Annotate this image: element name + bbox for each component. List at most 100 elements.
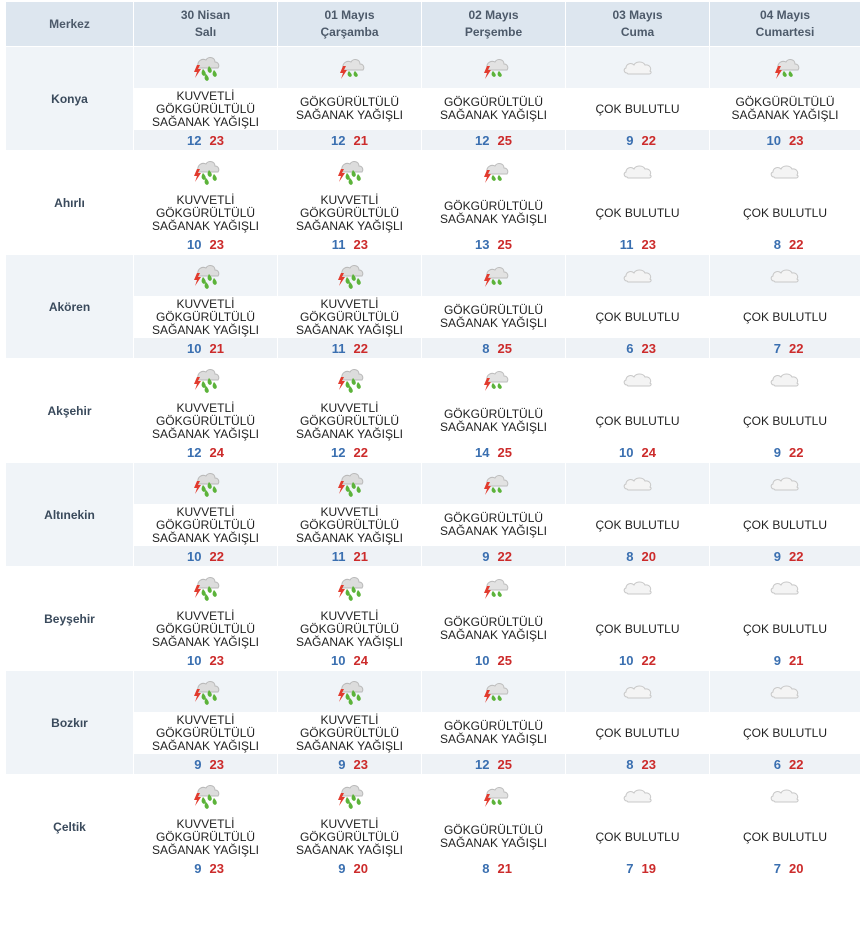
min-temperature: 8 xyxy=(626,548,634,564)
condition-line: SAĞANAK YAĞIŞLI xyxy=(296,426,403,441)
day-weekday: Perşembe xyxy=(464,25,523,39)
temperature-cell: 10 24 xyxy=(277,650,422,671)
thunder-rain-icon xyxy=(421,462,566,504)
condition-text: GÖKGÜRÜLTÜLÜ SAĞANAK YAĞIŞLI xyxy=(421,816,566,858)
temperature-cell: 8 21 xyxy=(421,858,566,879)
min-temperature: 9 xyxy=(773,444,781,460)
max-temperature: 20 xyxy=(789,860,804,876)
min-temperature: 10 xyxy=(187,236,202,252)
city-icon-row: Konya xyxy=(5,46,861,151)
max-temperature: 23 xyxy=(209,652,224,668)
temperature-cell: 10 22 xyxy=(133,546,278,567)
condition-line: ÇOK BULUTLU xyxy=(595,309,680,324)
condition-line: SAĞANAK YAĞIŞLI xyxy=(296,842,403,857)
cloud-icon xyxy=(565,462,710,504)
condition-line: SAĞANAK YAĞIŞLI xyxy=(440,108,547,122)
condition-text: KUVVETLİ GÖKGÜRÜLTÜLÜ SAĞANAK YAĞIŞLI xyxy=(133,608,278,650)
condition-line: GÖKGÜRÜLTÜLÜ xyxy=(155,517,256,532)
condition-line: SAĞANAK YAĞIŞLI xyxy=(296,530,403,545)
min-temperature: 10 xyxy=(766,132,781,148)
condition-text: ÇOK BULUTLU xyxy=(565,816,710,858)
center-label: Merkez xyxy=(49,16,90,31)
max-temperature: 23 xyxy=(209,236,224,252)
condition-line: GÖKGÜRÜLTÜLÜ xyxy=(443,95,544,109)
condition-text: KUVVETLİ GÖKGÜRÜLTÜLÜ SAĞANAK YAĞIŞLI xyxy=(277,608,422,650)
temperature-cell: 14 25 xyxy=(421,442,566,463)
min-temperature: 7 xyxy=(626,860,634,876)
min-temperature: 13 xyxy=(475,236,490,252)
condition-text: KUVVETLİ GÖKGÜRÜLTÜLÜ SAĞANAK YAĞIŞLI xyxy=(133,712,278,754)
condition-line: KUVVETLİ xyxy=(320,400,379,415)
condition-text: ÇOK BULUTLU xyxy=(565,504,710,546)
condition-line: GÖKGÜRÜLTÜLÜ xyxy=(443,823,544,837)
temperature-cell: 9 22 xyxy=(709,546,861,567)
max-temperature: 21 xyxy=(209,340,224,356)
cloud-icon xyxy=(565,150,710,192)
city-temperature-row: 10 21 11 22 8 25 6 23 7 22 xyxy=(6,338,861,359)
condition-line: ÇOK BULUTLU xyxy=(742,413,828,428)
min-temperature: 9 xyxy=(626,132,634,148)
condition-text: ÇOK BULUTLU xyxy=(565,400,710,442)
condition-line: GÖKGÜRÜLTÜLÜ xyxy=(443,511,544,525)
condition-line: ÇOK BULUTLU xyxy=(742,621,828,636)
max-temperature: 22 xyxy=(497,548,512,564)
city-condition-row: KUVVETLİ GÖKGÜRÜLTÜLÜ SAĞANAK YAĞIŞLI GÖKGÜ… xyxy=(6,88,861,130)
condition-line: GÖKGÜRÜLTÜLÜ xyxy=(155,621,256,636)
city-temperature-row: 12 24 12 22 14 25 10 24 9 22 xyxy=(6,442,861,463)
temperature-cell: 11 23 xyxy=(565,234,710,255)
condition-line: GÖKGÜRÜLTÜLÜ xyxy=(299,725,400,740)
temperature-cell: 10 22 xyxy=(565,650,710,671)
condition-line: SAĞANAK YAĞIŞLI xyxy=(296,738,403,753)
temperature-cell: 8 23 xyxy=(565,754,710,775)
min-temperature: 12 xyxy=(475,132,490,148)
max-temperature: 22 xyxy=(789,340,804,356)
day-header: 02 Mayıs Perşembe xyxy=(421,2,566,47)
city-temperature-row: 12 23 12 21 12 25 9 22 10 23 xyxy=(6,130,861,151)
cloud-icon xyxy=(709,774,861,816)
city-name: Çeltik xyxy=(5,774,134,879)
condition-line: SAĞANAK YAĞIŞLI xyxy=(440,732,547,746)
min-temperature: 8 xyxy=(482,340,490,356)
heavy-thunder-rain-icon xyxy=(133,462,278,504)
temperature-cell: 11 21 xyxy=(277,546,422,567)
city-icon-row: Çeltik xyxy=(5,774,861,879)
max-temperature: 25 xyxy=(497,340,512,356)
temperature-cell: 10 21 xyxy=(133,338,278,359)
city-temperature-row: 9 23 9 20 8 21 7 19 7 20 xyxy=(6,858,861,879)
min-temperature: 14 xyxy=(475,444,490,460)
condition-text: KUVVETLİ GÖKGÜRÜLTÜLÜ SAĞANAK YAĞIŞLI xyxy=(133,400,278,442)
min-temperature: 11 xyxy=(619,236,634,252)
temperature-cell: 7 22 xyxy=(709,338,861,359)
temperature-cell: 9 22 xyxy=(565,130,710,151)
condition-text: KUVVETLİ GÖKGÜRÜLTÜLÜ SAĞANAK YAĞIŞLI xyxy=(133,192,278,234)
condition-line: SAĞANAK YAĞIŞLI xyxy=(152,426,259,441)
condition-text: GÖKGÜRÜLTÜLÜ SAĞANAK YAĞIŞLI xyxy=(421,712,566,754)
temperature-cell: 10 25 xyxy=(421,650,566,671)
condition-line: SAĞANAK YAĞIŞLI xyxy=(440,212,547,226)
heavy-thunder-rain-icon xyxy=(277,358,422,400)
heavy-thunder-rain-icon xyxy=(277,254,422,296)
condition-text: KUVVETLİ GÖKGÜRÜLTÜLÜ SAĞANAK YAĞIŞLI xyxy=(277,504,422,546)
condition-line: SAĞANAK YAĞIŞLI xyxy=(296,322,403,337)
temperature-cell: 10 23 xyxy=(133,234,278,255)
max-temperature: 23 xyxy=(641,340,656,356)
city-name: Konya xyxy=(5,46,134,151)
condition-line: ÇOK BULUTLU xyxy=(742,205,828,220)
min-temperature: 9 xyxy=(482,548,490,564)
city-temperature-row: 9 23 9 23 12 25 8 23 6 22 xyxy=(6,754,861,775)
min-temperature: 9 xyxy=(194,860,202,876)
condition-text: ÇOK BULUTLU xyxy=(709,608,861,650)
max-temperature: 22 xyxy=(789,444,804,460)
condition-line: SAĞANAK YAĞIŞLI xyxy=(152,218,259,233)
heavy-thunder-rain-icon xyxy=(133,566,278,608)
temperature-cell: 6 22 xyxy=(709,754,861,775)
thunder-rain-icon xyxy=(277,46,422,88)
condition-line: ÇOK BULUTLU xyxy=(742,309,828,324)
max-temperature: 19 xyxy=(641,860,656,876)
cloud-icon xyxy=(709,150,861,192)
max-temperature: 23 xyxy=(209,132,224,148)
city-name: Altınekin xyxy=(5,462,134,567)
max-temperature: 24 xyxy=(353,652,368,668)
condition-text: KUVVETLİ GÖKGÜRÜLTÜLÜ SAĞANAK YAĞIŞLI xyxy=(277,816,422,858)
min-temperature: 9 xyxy=(338,860,346,876)
